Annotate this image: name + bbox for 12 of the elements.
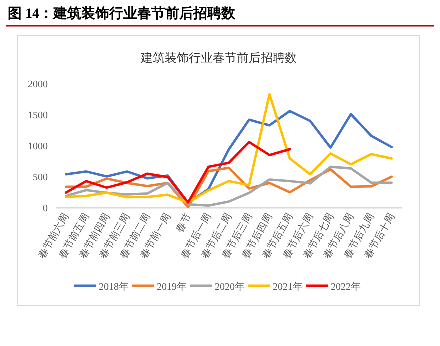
legend-label: 2022年 [331,281,361,293]
y-tick-label: 2000 [28,80,48,90]
legend-label: 2020年 [215,281,245,293]
chart-title: 建筑装饰行业春节前后招聘数 [140,51,297,65]
y-tick-label: 1500 [28,110,48,122]
y-tick-label: 1000 [28,142,48,152]
legend-label: 2021年 [273,281,303,293]
legend-label: 2018年 [99,281,129,293]
caption: 图 14：建筑装饰行业春节前后招聘数 [8,5,236,22]
legend-label: 2019年 [157,281,187,293]
y-tick-label: 500 [33,172,48,184]
y-tick-label: 0 [43,204,48,214]
